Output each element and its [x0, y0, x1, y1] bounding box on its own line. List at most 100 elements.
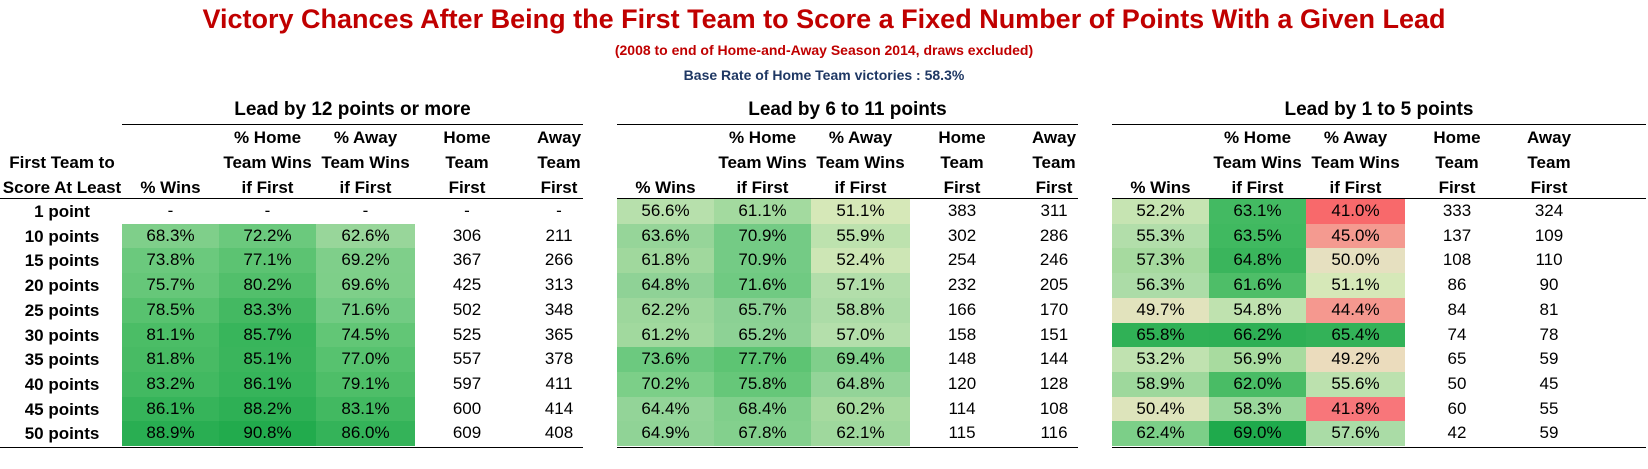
column-header-line: Team [1032, 153, 1076, 172]
table-cell: 56.3% [1112, 273, 1209, 299]
table-cell: 69.6% [316, 273, 415, 299]
table-cell: 77.1% [219, 248, 316, 274]
column-header-line [1112, 125, 1209, 150]
row-label: 20 points [24, 276, 100, 296]
table-cell: 65 [1447, 349, 1467, 369]
table-cell: 86.0% [316, 421, 415, 447]
column-header-line: Team Wins [321, 153, 410, 172]
table-cell: 75.7% [122, 273, 219, 299]
column-header: % Home Team Wins if First [1209, 125, 1306, 200]
column-header-line: % Wins [140, 178, 201, 197]
table-cell: 45 [1539, 373, 1559, 393]
table-cell: 108 [1039, 398, 1069, 418]
table-cell: 55.9% [811, 223, 910, 249]
row-header-line: Score At Least [2, 178, 122, 197]
column-header-line: First [1035, 178, 1073, 197]
table-cell: 65.8% [1112, 322, 1209, 348]
table-cell: 232 [947, 275, 977, 295]
table-cell: 69.4% [811, 347, 910, 373]
row-label: 25 points [24, 300, 100, 320]
table-cell: 311 [1040, 201, 1068, 220]
table-cell: 62.0% [1209, 371, 1306, 398]
table-cell: 51.1% [1306, 273, 1405, 299]
table-cell: 609 [452, 423, 482, 443]
table-cell: 313 [544, 275, 574, 295]
table-cell: 62.1% [811, 421, 910, 447]
table-cell: 80.2% [219, 273, 316, 299]
table-cell: 116 [1040, 423, 1068, 443]
table-cell: 62.4% [1112, 421, 1209, 447]
column-header-line: First [448, 178, 486, 197]
table-cell: 81.8% [122, 347, 219, 373]
table-cell: 348 [544, 299, 574, 319]
row-label: 45 points [24, 399, 100, 419]
section-title: Lead by 12 points or more [122, 96, 583, 125]
section-bottom-border [617, 447, 1078, 448]
table-cell: 58.8% [811, 297, 910, 323]
table-cell: 128 [1039, 373, 1069, 393]
table-cell: 502 [452, 299, 482, 319]
column-header: % Home Team Wins if First [219, 125, 316, 200]
table-cell: 69.2% [316, 248, 415, 274]
column-header-line [122, 125, 219, 150]
table-cell: 70.2% [617, 371, 714, 398]
column-header-line: if First [834, 178, 887, 197]
column-header-line: if First [1329, 178, 1382, 197]
table-cell: 525 [452, 324, 482, 344]
page-title: Victory Chances After Being the First Te… [202, 4, 1446, 34]
table-cell: 59 [1539, 349, 1559, 369]
table-cell: 205 [1039, 275, 1069, 295]
table-cell: 61.8% [617, 248, 714, 274]
table-cell: 90 [1539, 275, 1559, 295]
column-header-line: % Home [233, 128, 302, 147]
table-cell: 57.3% [1112, 248, 1209, 274]
column-header-line: % Wins [635, 178, 696, 197]
table-cell: 58.9% [1112, 371, 1209, 398]
column-header-line: Team [537, 153, 581, 172]
column-header-line: % Away [333, 128, 398, 147]
table-cell: 148 [947, 349, 977, 369]
column-header: % Away Team Wins if First [811, 125, 910, 200]
table-cell: - [316, 199, 415, 225]
column-header-line: First [1438, 178, 1476, 197]
column-header-line [617, 150, 714, 175]
table-cell: 53.2% [1112, 347, 1209, 373]
table-cell: 64.8% [811, 371, 910, 398]
column-header-line: First [1530, 178, 1568, 197]
table-cell: 86 [1447, 275, 1467, 295]
table-cell: 425 [452, 275, 482, 295]
section-header-underline [1112, 198, 1646, 199]
table-cell: 266 [544, 250, 574, 270]
table-cell: 408 [544, 423, 574, 443]
table-cell: 84 [1447, 299, 1467, 319]
table-cell: 324 [1534, 201, 1564, 220]
table-cell: 411 [545, 373, 573, 393]
section-bottom-border [122, 447, 583, 448]
table-cell: 50.4% [1112, 396, 1209, 422]
table-cell: 61.1% [714, 199, 811, 225]
table-cell: 70.9% [714, 248, 811, 274]
table-cell: 81 [1539, 299, 1559, 319]
table-cell: 55.6% [1306, 371, 1405, 398]
page-subtitle: (2008 to end of Home-and-Away Season 201… [614, 42, 1034, 58]
table-cell: 73.8% [122, 248, 219, 274]
table-cell: 45.0% [1306, 223, 1405, 249]
column-header-line: % Home [728, 128, 797, 147]
table-cell: 85.7% [219, 322, 316, 348]
table-cell: 414 [544, 398, 574, 418]
table-cell: 70.9% [714, 223, 811, 249]
table-cell: 78 [1539, 324, 1559, 344]
table-cell: 77.0% [316, 347, 415, 373]
section-title: Lead by 1 to 5 points [1112, 96, 1646, 125]
table-cell: 254 [947, 250, 977, 270]
table-cell: 109 [1534, 225, 1564, 245]
table-cell: 114 [948, 398, 976, 418]
table-cell: 68.4% [714, 396, 811, 422]
table-cell: - [464, 201, 470, 220]
column-header-line: Team Wins [816, 153, 905, 172]
table-cell: 64.4% [617, 396, 714, 422]
table-cell: 137 [1442, 225, 1472, 245]
table-cell: 69.0% [1209, 421, 1306, 447]
table-cell: 68.3% [122, 223, 219, 249]
column-header: % Away Team Wins if First [1306, 125, 1405, 200]
